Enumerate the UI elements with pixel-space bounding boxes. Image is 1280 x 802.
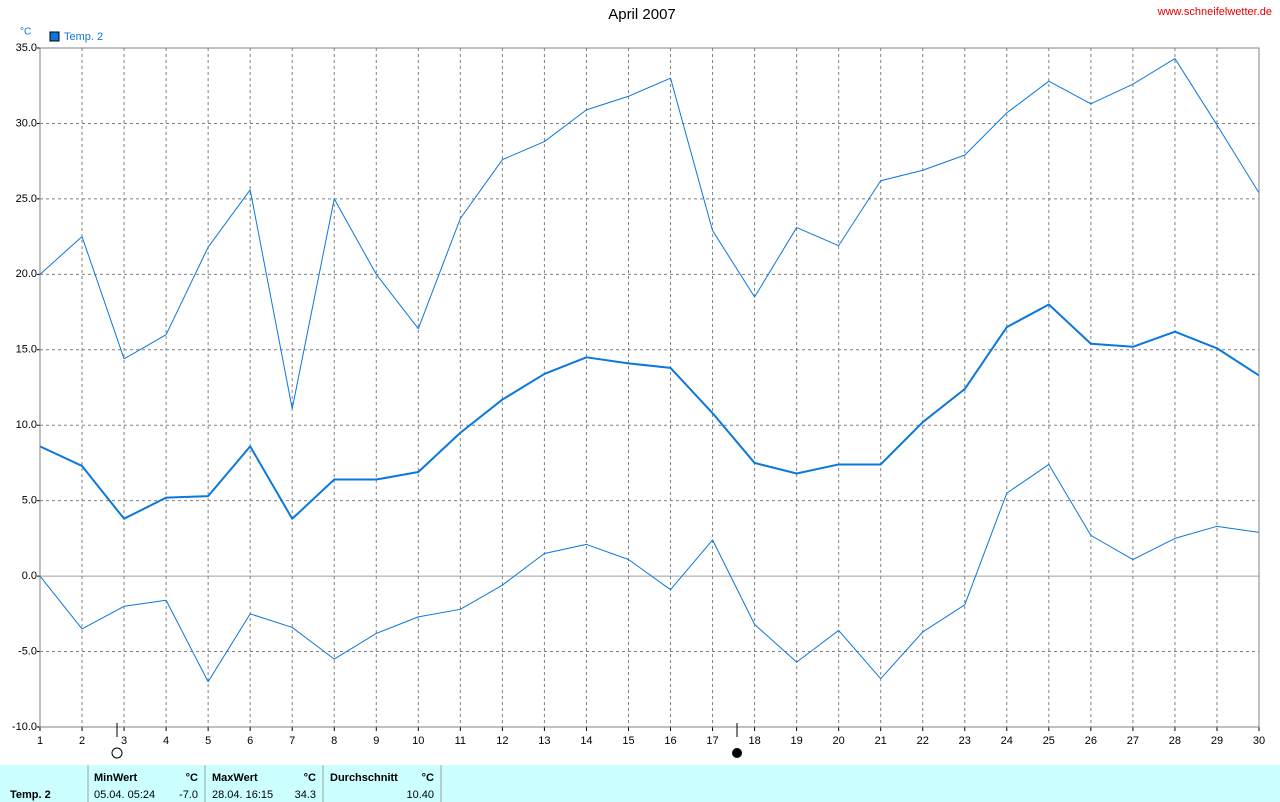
x-tick-label: 18 [748, 735, 760, 747]
y-tick-label: 30.0 [16, 117, 37, 129]
x-tick-label: 19 [790, 735, 802, 747]
data-line [39, 303, 1260, 520]
x-tick-label: 24 [1001, 735, 1013, 747]
y-tick-label: 15.0 [16, 344, 37, 356]
x-tick-label: 23 [959, 735, 971, 747]
x-tick-label: 17 [706, 735, 718, 747]
full-moon-icon [732, 748, 742, 758]
stat-unit: °C [304, 772, 316, 784]
x-tick-label: 2 [79, 735, 85, 747]
legend-label: Temp. 2 [64, 31, 103, 43]
stat-time: 28.04. 16:15 [212, 789, 273, 801]
y-tick-label: -10.0 [12, 721, 37, 733]
x-tick-label: 4 [163, 735, 169, 747]
data-line [39, 463, 1260, 683]
plot-border [39, 47, 1260, 728]
y-tick-label: 0.0 [22, 570, 37, 582]
x-tick-label: 8 [331, 735, 337, 747]
x-tick-label: 25 [1043, 735, 1055, 747]
x-tick-label: 10 [412, 735, 424, 747]
stat-time: 05.04. 05:24 [94, 789, 155, 801]
x-tick-label: 3 [121, 735, 127, 747]
y-tick-label: 20.0 [16, 268, 37, 280]
stat-value: 34.3 [295, 789, 316, 801]
x-tick-label: 9 [373, 735, 379, 747]
x-tick-label: 14 [580, 735, 592, 747]
x-tick-label: 22 [917, 735, 929, 747]
x-tick-label: 5 [205, 735, 211, 747]
x-tick-label: 6 [247, 735, 253, 747]
x-tick-label: 15 [622, 735, 634, 747]
x-tick-label: 28 [1169, 735, 1181, 747]
source-link: www.schneifelwetter.de [1157, 6, 1272, 18]
stat-value: 10.40 [406, 789, 434, 801]
x-tick-label: 29 [1211, 735, 1223, 747]
chart-title: April 2007 [608, 6, 676, 23]
stat-label: MinWert [94, 772, 138, 784]
stat-unit: °C [422, 772, 434, 784]
x-tick-label: 26 [1085, 735, 1097, 747]
x-tick-label: 7 [289, 735, 295, 747]
stat-unit: °C [186, 772, 198, 784]
x-tick-label: 21 [875, 735, 887, 747]
legend-swatch [49, 31, 60, 42]
stats-row-label: Temp. 2 [10, 789, 51, 801]
x-tick-label: 1 [37, 735, 43, 747]
y-unit: °C [20, 27, 31, 38]
stat-value: -7.0 [179, 789, 198, 801]
x-tick-label: 16 [664, 735, 676, 747]
stats-bar [0, 765, 1280, 802]
x-tick-label: 13 [538, 735, 550, 747]
y-tick-label: 10.0 [16, 419, 37, 431]
stat-label: MaxWert [212, 772, 258, 784]
x-tick-label: 30 [1253, 735, 1265, 747]
x-tick-label: 12 [496, 735, 508, 747]
y-tick-label: 5.0 [22, 495, 37, 507]
y-tick-label: -5.0 [18, 645, 37, 657]
x-tick-label: 11 [455, 735, 466, 747]
stat-label: Durchschnitt [330, 772, 398, 784]
x-tick-label: 27 [1127, 735, 1139, 747]
y-tick-label: 35.0 [16, 42, 37, 54]
new-moon-icon [111, 747, 123, 759]
data-line [39, 58, 1260, 410]
x-tick-label: 20 [833, 735, 845, 747]
y-tick-label: 25.0 [16, 193, 37, 205]
